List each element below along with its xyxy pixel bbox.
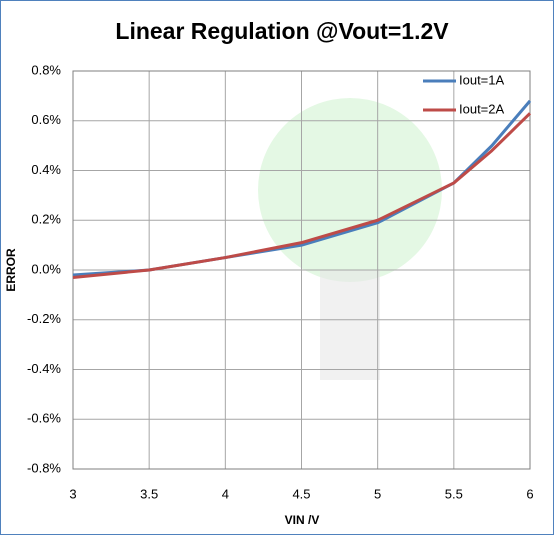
y-tick-label: 0.0% — [31, 261, 61, 276]
x-tick-label: 4 — [222, 486, 229, 501]
y-tick-label: 0.4% — [31, 162, 61, 177]
x-tick-label: 5 — [374, 486, 381, 501]
watermark — [258, 98, 442, 282]
x-axis-label: VIN /V — [285, 513, 320, 527]
y-tick-label: -0.4% — [27, 361, 61, 376]
x-tick-label: 4.5 — [292, 486, 310, 501]
x-tick-label: 3.5 — [140, 486, 158, 501]
y-tick-label: 0.8% — [31, 62, 61, 77]
y-tick-label: -0.6% — [27, 411, 61, 426]
y-tick-label: 0.2% — [31, 212, 61, 227]
chart-title: Linear Regulation @Vout=1.2V — [115, 18, 449, 44]
x-tick-label: 5.5 — [445, 486, 463, 501]
legend-label: Iout=1A — [459, 72, 505, 87]
y-axis-label: ERROR — [4, 248, 18, 292]
chart: Linear Regulation @Vout=1.2V VIN /V ERRO… — [0, 0, 554, 535]
x-tick-label: 6 — [526, 486, 533, 501]
y-tick-label: -0.8% — [27, 460, 61, 475]
legend-label: Iout=2A — [459, 101, 505, 116]
y-tick-label: 0.6% — [31, 112, 61, 127]
watermark — [320, 270, 380, 380]
x-tick-label: 3 — [69, 486, 76, 501]
y-tick-label: -0.2% — [27, 311, 61, 326]
